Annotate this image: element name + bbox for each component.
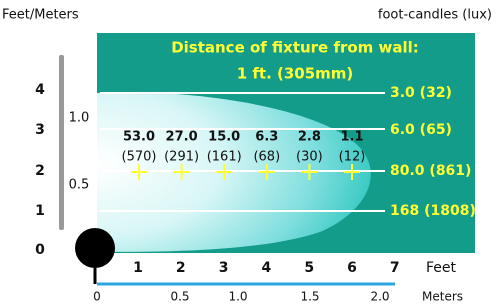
bottom-meter-unit: Meters: [422, 290, 463, 304]
reading-fc: 15.0: [208, 130, 240, 145]
diagram: Feet/Meters foot-candles (lux) Distance …: [0, 0, 497, 304]
reading-fc: 6.3: [255, 130, 278, 145]
meter-label: 1.0: [69, 111, 90, 126]
header-left: Feet/Meters: [2, 8, 79, 23]
feet-label: 3: [35, 122, 45, 138]
bottom-meter-label: 0.5: [170, 290, 189, 304]
bottom-feet-label: 3: [219, 260, 229, 276]
bottom-feet-unit: Feet: [426, 260, 457, 276]
feet-label: 4: [35, 82, 45, 98]
level-label: 6.0 (65): [390, 122, 452, 138]
bottom-feet-label: 4: [262, 260, 272, 276]
meter-label: 0.5: [69, 178, 90, 193]
reading-fc: 53.0: [123, 130, 155, 145]
bottom-feet-label: 6: [347, 260, 357, 276]
reading-lux: (68): [253, 150, 280, 165]
reading-lux: (12): [339, 150, 366, 165]
reading-fc: 27.0: [166, 130, 198, 145]
level-label: 80.0 (861): [390, 163, 471, 179]
bottom-feet-label: 7: [390, 260, 400, 276]
feet-label: 1: [35, 203, 45, 219]
bottom-feet-label: 5: [304, 260, 314, 276]
level-label: 3.0 (32): [390, 85, 452, 101]
bottom-meter-label: 1.5: [300, 290, 319, 304]
reading-fc: 1.1: [340, 130, 363, 145]
header-right: foot-candles (lux): [378, 8, 492, 23]
title-line1: Distance of fixture from wall:: [171, 39, 419, 57]
bottom-meter-label: 0: [93, 290, 101, 304]
bottom-meter-label: 2.0: [370, 290, 389, 304]
bottom-feet-label: 1: [133, 260, 143, 276]
title-line2: 1 ft. (305mm): [237, 65, 354, 83]
feet-label: 2: [35, 163, 45, 179]
reading-lux: (291): [164, 150, 199, 165]
reading-lux: (161): [207, 150, 242, 165]
height-bar: [59, 55, 64, 230]
level-label: 168 (1808): [390, 203, 476, 219]
bottom-feet-label: 2: [176, 260, 186, 276]
reading-fc: 2.8: [298, 130, 321, 145]
feet-label: 0: [35, 242, 45, 258]
bottom-meter-label: 1.0: [228, 290, 247, 304]
reading-lux: (30): [296, 150, 323, 165]
reading-lux: (570): [122, 150, 157, 165]
